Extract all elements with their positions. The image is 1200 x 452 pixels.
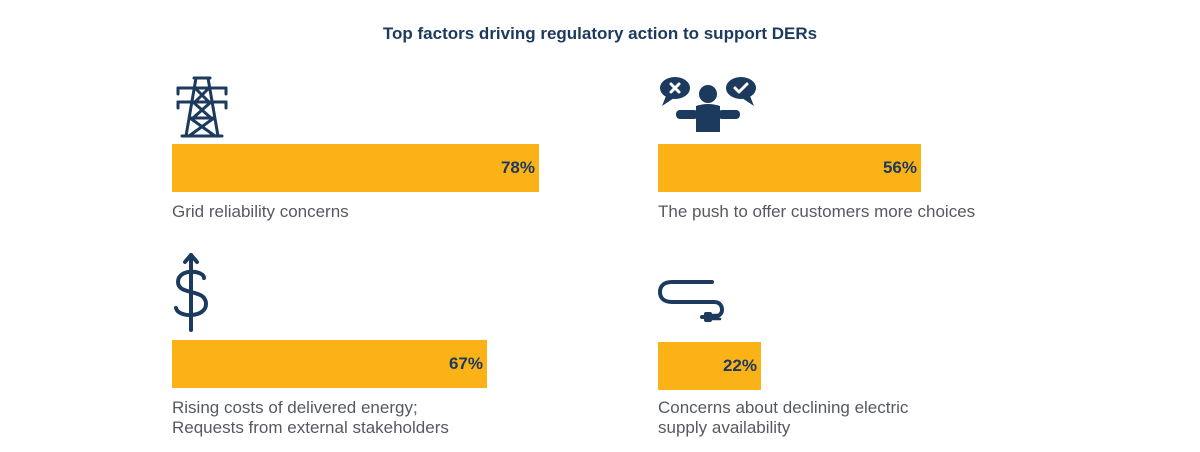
transmission-tower-icon: [172, 76, 242, 142]
bar-category-label: Concerns about declining electric supply…: [658, 398, 909, 437]
bar: 67%: [172, 340, 487, 388]
bar-category-label: The push to offer customers more choices: [658, 202, 976, 221]
bar-value-label: 56%: [882, 158, 917, 177]
bar: 22%: [658, 342, 761, 390]
bar: 78%: [172, 144, 539, 192]
chart-title: Top factors driving regulatory action to…: [382, 24, 818, 43]
factor-panel-grid-reliability: 78% Grid reliability concerns: [172, 76, 652, 276]
bar-value-label: 67%: [448, 354, 483, 373]
bar-value-label: 78%: [500, 158, 535, 177]
bar: 56%: [658, 144, 921, 192]
bar-category-label: Grid reliability concerns: [172, 202, 349, 221]
factor-panel-customer-choices: 56% The push to offer customers more cho…: [658, 76, 1138, 276]
customer-choice-icon: [658, 76, 756, 142]
bar-value-label: 22%: [722, 356, 757, 375]
factor-panel-rising-costs: 67% Rising costs of delivered energy; Re…: [172, 252, 652, 452]
dollar-sign-icon: [172, 252, 242, 332]
power-cord-plug-icon: [658, 276, 728, 342]
factor-panel-supply-availability: 22% Concerns about declining electric su…: [658, 252, 1138, 452]
bar-category-label: Rising costs of delivered energy; Reques…: [172, 398, 449, 437]
